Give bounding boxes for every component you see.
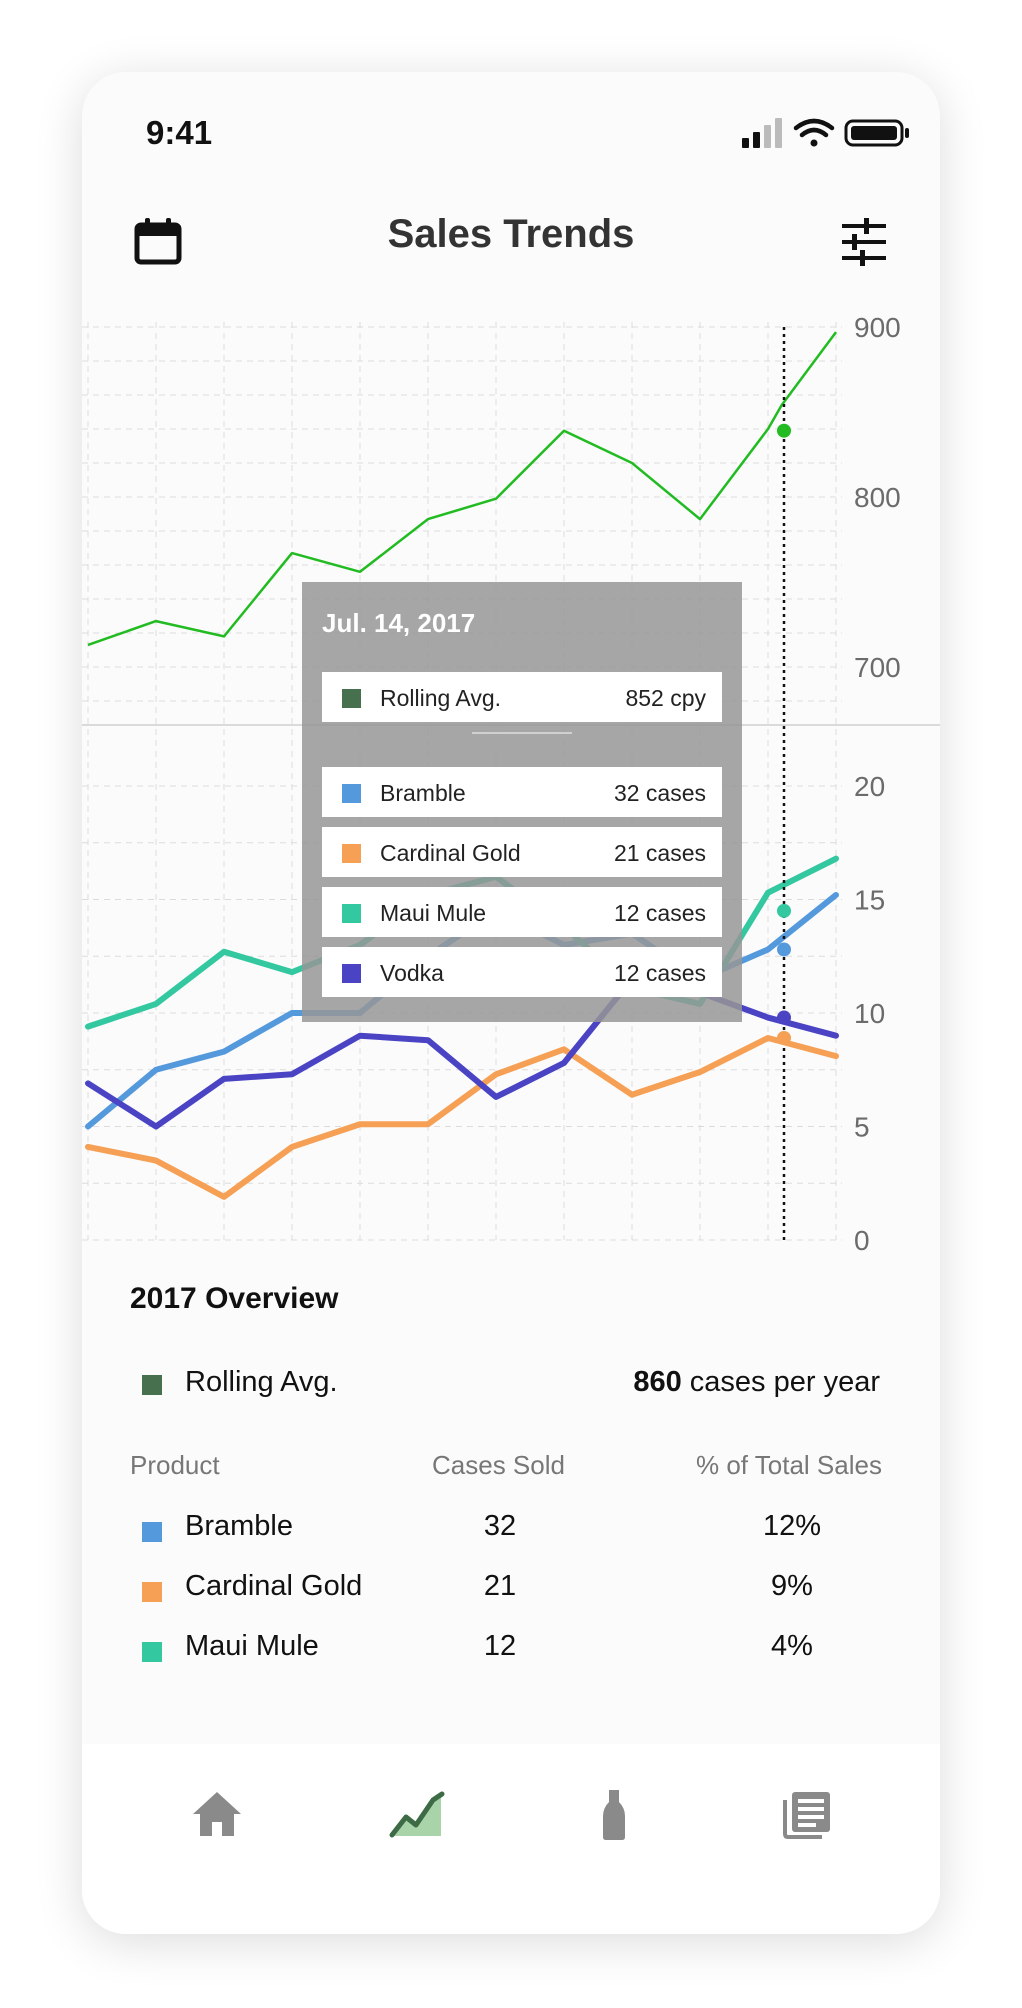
- table-row[interactable]: Maui Mule 12 4%: [82, 1630, 940, 1670]
- y-tick-label: 15: [854, 885, 885, 916]
- y-tick-label: 0: [854, 1225, 870, 1252]
- bottom-nav: [82, 1744, 940, 1934]
- tooltip-row: Vodka 12 cases: [322, 947, 722, 997]
- tooltip-swatch: [342, 904, 361, 923]
- tooltip-rolling-row: Rolling Avg. 852 cpy: [322, 672, 722, 722]
- calendar-icon: [134, 218, 182, 265]
- table-header-cases: Cases Sold: [432, 1450, 565, 1480]
- trends-icon: [389, 1791, 445, 1838]
- chart-axis-labels: 900 800 700 20 15 10 5 0: [854, 312, 901, 1252]
- tooltip-row: Maui Mule 12 cases: [322, 887, 722, 937]
- chart-tooltip: Jul. 14, 2017 Rolling Avg. 852 cpy Bramb…: [302, 582, 742, 1022]
- battery-icon: [844, 119, 909, 147]
- status-time: 9:41: [146, 114, 213, 151]
- tooltip-swatch: [342, 964, 361, 983]
- table-row[interactable]: Cardinal Gold 21 9%: [82, 1570, 940, 1610]
- wifi-icon: [793, 118, 835, 147]
- home-icon: [193, 1792, 241, 1836]
- row-swatch: [142, 1642, 162, 1662]
- nav-reports[interactable]: [777, 1784, 837, 1844]
- nav-products[interactable]: [584, 1784, 644, 1844]
- tooltip-value: 12 cases: [613, 960, 706, 986]
- tooltip-swatch: [342, 844, 361, 863]
- calendar-button[interactable]: [128, 212, 188, 272]
- tooltip-label: Maui Mule: [380, 900, 487, 926]
- tooltip-label: Rolling Avg.: [380, 685, 502, 711]
- overview-swatch: [142, 1375, 162, 1395]
- series-line-rolling-avg: [87, 331, 838, 647]
- overview-rolling-value: 860 cases per year: [633, 1366, 880, 1399]
- highlight-point: [777, 1030, 791, 1045]
- tooltip-value: 32 cases: [613, 780, 706, 806]
- bottle-icon: [603, 1790, 625, 1840]
- cellular-signal-icon: [742, 118, 782, 148]
- highlight-point: [777, 1010, 791, 1025]
- row-cases: 21: [483, 1570, 517, 1602]
- row-pct: 12%: [762, 1510, 822, 1542]
- tooltip-label: Vodka: [380, 960, 444, 986]
- overview-rolling-label: Rolling Avg.: [185, 1366, 338, 1398]
- status-icons: [734, 116, 914, 150]
- row-swatch: [142, 1522, 162, 1542]
- tooltip-swatch: [342, 689, 361, 708]
- nav-home[interactable]: [187, 1784, 247, 1844]
- overview-title: 2017 Overview: [130, 1282, 339, 1315]
- y-tick-label: 10: [854, 998, 885, 1029]
- highlight-point: [777, 903, 791, 918]
- row-swatch: [142, 1582, 162, 1602]
- tooltip-swatch: [342, 784, 361, 803]
- row-product: Maui Mule: [185, 1630, 319, 1662]
- overview-rolling-row: Rolling Avg. 860 cases per year: [82, 1366, 940, 1406]
- rolling-unit: cases per year: [689, 1366, 880, 1398]
- filter-button[interactable]: [834, 212, 894, 272]
- row-product: Bramble: [185, 1510, 293, 1542]
- tooltip-label: Bramble: [380, 780, 466, 806]
- y-tick-label: 20: [854, 771, 885, 802]
- highlight-point: [777, 423, 791, 438]
- phone-frame: 9:41: [82, 72, 940, 1934]
- y-tick-label: 900: [854, 312, 901, 343]
- tooltip-value: 21 cases: [613, 840, 706, 866]
- series-line-cardinal-gold: [85, 1034, 839, 1200]
- row-cases: 12: [483, 1630, 517, 1662]
- row-product: Cardinal Gold: [185, 1570, 363, 1602]
- row-pct: 9%: [771, 1570, 813, 1602]
- tooltip-divider: [472, 732, 572, 734]
- tooltip-row: Cardinal Gold 21 cases: [322, 827, 722, 877]
- tooltip-value: 852 cpy: [625, 685, 706, 711]
- y-tick-label: 700: [854, 652, 901, 683]
- y-tick-label: 5: [854, 1112, 870, 1143]
- table-header-pct: % of Total Sales: [696, 1450, 882, 1480]
- news-icon: [783, 1792, 830, 1839]
- rolling-number: 860: [633, 1366, 682, 1398]
- row-pct: 4%: [771, 1630, 813, 1662]
- table-row[interactable]: Bramble 32 12%: [82, 1510, 940, 1550]
- tooltip-date: Jul. 14, 2017: [322, 608, 476, 638]
- tooltip-label: Cardinal Gold: [380, 840, 521, 866]
- highlight-point: [777, 942, 791, 957]
- row-cases: 32: [483, 1510, 517, 1542]
- table-header-product: Product: [130, 1450, 220, 1480]
- sliders-icon: [842, 218, 886, 266]
- tooltip-row: Bramble 32 cases: [322, 767, 722, 817]
- page-title: Sales Trends: [387, 212, 635, 256]
- y-tick-label: 800: [854, 482, 901, 513]
- nav-trends[interactable]: [387, 1784, 447, 1844]
- tooltip-value: 12 cases: [613, 900, 706, 926]
